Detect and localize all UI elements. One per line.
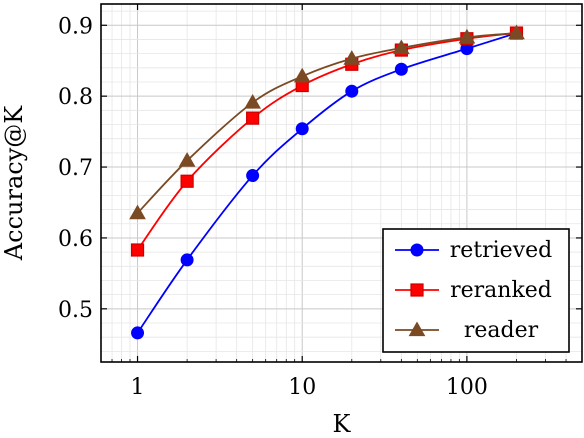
reader-point xyxy=(178,152,196,167)
y-tick-label: 0.8 xyxy=(58,85,93,110)
legend-entry-reranked: reranked xyxy=(395,278,552,303)
reranked-point xyxy=(180,174,194,188)
y-tick-label: 0.5 xyxy=(58,298,93,323)
legend-marker xyxy=(410,283,424,297)
reranked-point xyxy=(130,243,145,257)
reader-point xyxy=(392,39,410,55)
legend: retrieved reranked reader xyxy=(382,228,570,353)
legend-marker xyxy=(408,321,426,337)
reader-point xyxy=(293,67,311,83)
x-tick-label: 100 xyxy=(446,375,488,400)
legend-label: reader xyxy=(464,318,539,343)
y-tick-label: 0.7 xyxy=(58,156,93,181)
y-axis-label: Accuracy@K xyxy=(0,105,28,261)
legend-marker xyxy=(410,243,424,257)
reader-point xyxy=(129,204,146,220)
x-axis-label: K xyxy=(333,410,352,434)
series-layer xyxy=(129,24,525,340)
retrieved-point xyxy=(131,326,145,340)
plot-frame xyxy=(100,3,583,363)
reader-point xyxy=(508,24,525,40)
reranked-point xyxy=(246,111,260,125)
x-tick-label: 1 xyxy=(131,375,145,400)
retrieved-point xyxy=(394,62,408,76)
retrieved-point xyxy=(295,122,309,136)
legend-label: reranked xyxy=(450,278,552,303)
retrieved-point xyxy=(345,84,359,98)
y-tick-label: 0.6 xyxy=(58,227,93,252)
ticks: 1 10 100 0.5 0.6 0.7 0.8 0.9 xyxy=(58,4,583,400)
series-reranked xyxy=(130,26,524,257)
reader-point xyxy=(458,28,476,44)
retrieved-point xyxy=(246,169,260,183)
legend-entry-reader: reader xyxy=(395,318,539,343)
reader-point xyxy=(343,50,361,65)
x-tick-label: 10 xyxy=(288,375,316,400)
retrieved-point xyxy=(180,253,194,267)
legend-entry-retrieved: retrieved xyxy=(395,238,552,263)
y-tick-label: 0.9 xyxy=(58,14,93,39)
legend-label: retrieved xyxy=(450,238,552,263)
reader-point xyxy=(244,94,262,109)
series-reader xyxy=(129,24,525,220)
